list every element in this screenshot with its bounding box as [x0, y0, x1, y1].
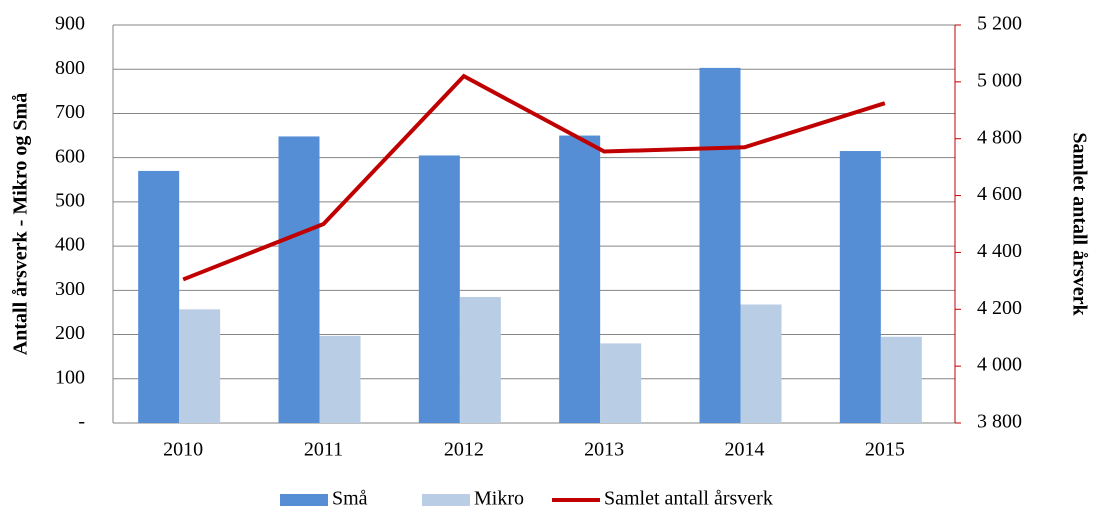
bar [559, 135, 601, 424]
y-tick-label: 700 [55, 101, 85, 123]
bar [418, 155, 460, 423]
y2-tick-label: 5 000 [977, 69, 1022, 91]
legend-label: Mikro [474, 488, 524, 510]
bar [278, 136, 320, 423]
y2-tick-label: 4 000 [977, 354, 1022, 376]
line-series [182, 73, 886, 282]
y2-axis-title: Samlet antall årsverk [1068, 132, 1090, 316]
bar [839, 151, 881, 424]
bar [319, 335, 361, 423]
bar [699, 67, 741, 423]
bar [138, 170, 180, 423]
bar [740, 304, 782, 423]
y-tick-label: 100 [55, 366, 85, 388]
y2-tick-label: 4 200 [977, 297, 1022, 319]
y-tick-label: 500 [55, 189, 85, 211]
bar [459, 296, 501, 423]
x-tick-label: 2013 [584, 439, 624, 461]
x-tick-label: 2014 [725, 439, 765, 461]
x-tick-label: 2010 [163, 439, 203, 461]
y-tick-label: - [78, 411, 85, 433]
legend-swatch [422, 494, 470, 506]
x-tick-label: 2012 [444, 439, 484, 461]
bar [600, 343, 642, 423]
bar [179, 309, 221, 423]
y-tick-label: 900 [55, 13, 85, 35]
x-tick-label: 2011 [304, 439, 343, 461]
y-tick-label: 600 [55, 145, 85, 167]
y-tick-label: 200 [55, 322, 85, 344]
y2-tick-label: 4 400 [977, 240, 1022, 262]
y-tick-label: 400 [55, 234, 85, 256]
y2-tick-label: 4 600 [977, 183, 1022, 205]
legend-swatch [280, 494, 328, 506]
y2-tick-label: 5 200 [977, 13, 1022, 35]
legend-label: Små [332, 488, 368, 510]
y2-tick-label: 4 800 [977, 126, 1022, 148]
y-axis-title: Antall årsverk - Mikro og Små [10, 93, 32, 355]
y-tick-label: 300 [55, 278, 85, 300]
bar [880, 336, 922, 423]
y2-tick-label: 3 800 [977, 411, 1022, 433]
legend-label: Samlet antall årsverk [604, 488, 773, 510]
y-tick-label: 800 [55, 57, 85, 79]
x-tick-label: 2015 [865, 439, 905, 461]
